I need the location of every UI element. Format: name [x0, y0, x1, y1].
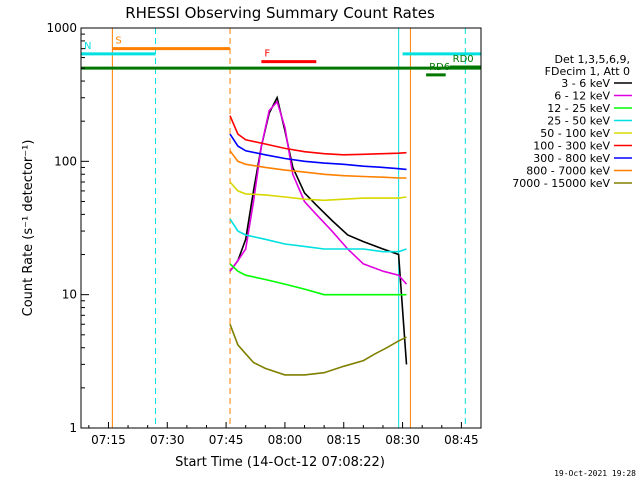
- y-tick-label: 1: [69, 421, 77, 435]
- x-tick-label: 08:00: [268, 433, 303, 447]
- legend: Det 1,3,5,6,9,FDecim 1, Att 03 - 6 keV6 …: [512, 53, 632, 190]
- x-axis-label: Start Time (14-Oct-12 07:08:22): [175, 455, 385, 470]
- legend-entry-label: 800 - 7000 keV: [526, 165, 610, 178]
- x-tick-label: 08:15: [326, 433, 361, 447]
- legend-header: Det 1,3,5,6,9,: [554, 53, 630, 66]
- plot-frame: [80, 27, 482, 429]
- series-line: [229, 181, 407, 202]
- x-tick-label: 08:45: [444, 433, 479, 447]
- series-line: [229, 133, 407, 171]
- footer-timestamp: 19-Oct-2021 19:28: [554, 469, 636, 478]
- state-bar-label: RD6: [429, 62, 450, 73]
- legend-entry-label: 6 - 12 keV: [554, 90, 610, 103]
- series-line: [229, 95, 408, 365]
- series-line: [229, 263, 407, 296]
- series-group: [229, 95, 408, 376]
- y-axis-label: Count Rate (s⁻¹ detector⁻¹): [21, 140, 36, 317]
- legend-entry-label: 7000 - 15000 keV: [512, 177, 610, 190]
- legend-entry-label: 3 - 6 keV: [561, 77, 610, 90]
- series-line: [229, 100, 408, 285]
- state-bar-label: S: [115, 36, 121, 47]
- legend-entry-label: 300 - 800 keV: [533, 152, 610, 165]
- legend-entry-label: 100 - 300 keV: [533, 140, 610, 153]
- x-tick-label: 07:45: [209, 433, 244, 447]
- legend-entry-label: 25 - 50 keV: [547, 115, 610, 128]
- state-bar-label: F: [264, 49, 270, 60]
- series-line: [229, 218, 407, 253]
- chart-title: RHESSI Observing Summary Count Rates: [125, 4, 435, 22]
- x-tick-label: 07:15: [91, 433, 126, 447]
- legend-header: FDecim 1, Att 0: [545, 65, 630, 78]
- x-tick-label: 07:30: [150, 433, 185, 447]
- y-axis-label-text: Count Rate (s⁻¹ detector⁻¹): [21, 140, 36, 317]
- y-tick-label: 10: [62, 288, 77, 302]
- series-line: [229, 323, 407, 376]
- axis-ticks: 07:15 07:30 07:45 08:00 08:15 08:30 08:45 1 10 10…: [46, 21, 482, 447]
- state-bar-label: RD0: [453, 54, 474, 65]
- x-tick-label: 08:30: [385, 433, 420, 447]
- series-line: [229, 115, 407, 156]
- legend-entry-label: 50 - 100 keV: [540, 127, 610, 140]
- y-tick-label: 100: [54, 154, 77, 168]
- state-bar-label: N: [84, 41, 91, 52]
- series-line: [229, 150, 407, 179]
- legend-entry-label: 12 - 25 keV: [547, 102, 610, 115]
- y-tick-label: 1000: [46, 21, 77, 35]
